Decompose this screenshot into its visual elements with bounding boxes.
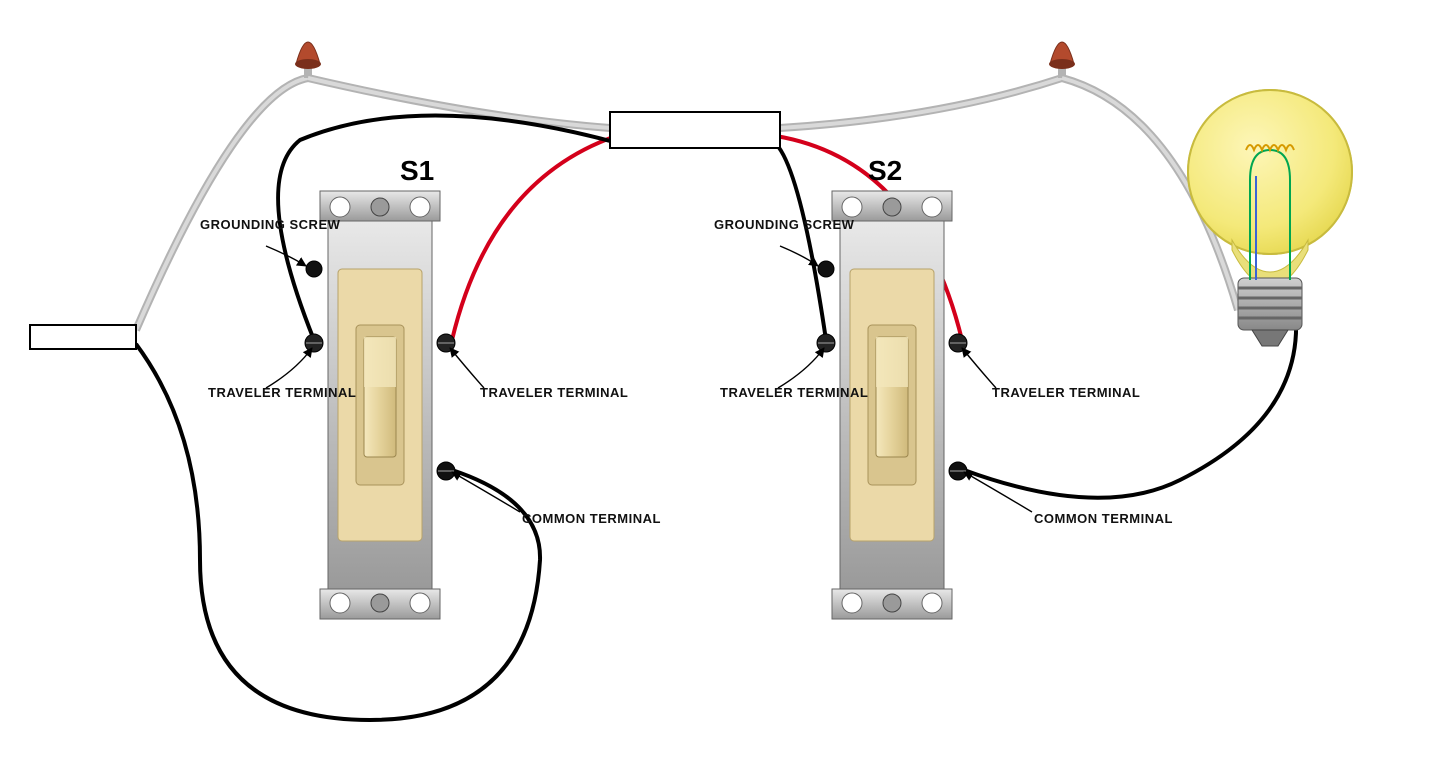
wire-nut-1 [295, 42, 321, 69]
s2-ground-screw [818, 261, 834, 277]
s1-common-label: COMMON TERMINAL [522, 512, 661, 526]
junction-box [610, 112, 780, 148]
s1-title: S1 [400, 156, 434, 185]
s1-traveler-right-label: TRAVELER TERMINAL [480, 386, 628, 400]
wiring-diagram: S1 S2 GROUNDING SCREW TRAVELER TERMINAL … [0, 0, 1436, 762]
s1-grounding-label: GROUNDING SCREW [200, 218, 340, 232]
diagram-svg [0, 0, 1436, 762]
s2-common-label: COMMON TERMINAL [1034, 512, 1173, 526]
switch-s1 [305, 191, 455, 619]
s2-grounding-label: GROUNDING SCREW [714, 218, 854, 232]
s1-traveler-left-label: TRAVELER TERMINAL [208, 386, 356, 400]
switch-s2 [817, 191, 967, 619]
s1-ground-screw [306, 261, 322, 277]
light-bulb [1188, 90, 1352, 346]
s2-title: S2 [868, 156, 902, 185]
wire-nut-2 [1049, 42, 1075, 69]
source-box [30, 325, 136, 349]
s2-traveler-right-label: TRAVELER TERMINAL [992, 386, 1140, 400]
s2-traveler-left-label: TRAVELER TERMINAL [720, 386, 868, 400]
